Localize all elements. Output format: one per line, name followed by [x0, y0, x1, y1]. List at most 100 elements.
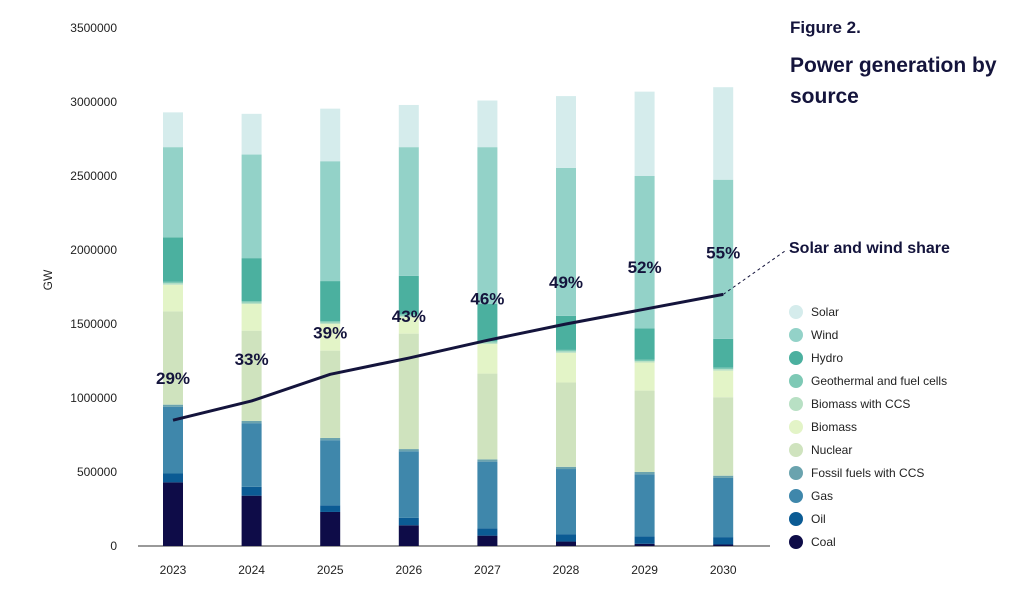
share-line-label: Solar and wind share — [789, 240, 950, 257]
legend-label: Oil — [811, 511, 826, 526]
legend-swatch — [789, 442, 803, 457]
bar-segment-gas — [163, 406, 183, 474]
bar-segment-geothermal-and-fuel-cells — [398, 314, 419, 316]
bar-segment-gas — [398, 451, 419, 518]
y-tick-label: 500000 — [77, 465, 117, 479]
share-data-label: 49% — [549, 273, 583, 292]
y-tick-label: 1000000 — [70, 391, 117, 405]
bar-segment-nuclear — [320, 350, 341, 438]
bar-segment-nuclear — [398, 333, 419, 450]
bar-segment-geothermal-and-fuel-cells — [634, 359, 655, 361]
bar-segment-geothermal-and-fuel-cells — [556, 349, 576, 352]
x-tick-label: 2025 — [317, 563, 344, 577]
legend-item: Nuclear — [789, 438, 947, 461]
bar-segment-fossil-fuels-with-ccs — [713, 475, 734, 478]
legend-swatch — [789, 350, 803, 365]
bar-segment-biomass — [163, 284, 183, 312]
bar-segment-solar — [713, 87, 734, 180]
share-line — [172, 292, 724, 422]
legend-swatch — [789, 327, 803, 342]
bar-segment-biomass — [398, 317, 419, 334]
legend-label: Solar — [811, 304, 840, 319]
bar-segment-wind — [320, 161, 341, 282]
y-tick-label: 3000000 — [70, 95, 117, 109]
bar-segment-biomass-with-ccs — [163, 283, 183, 285]
bar-segment-nuclear — [477, 373, 498, 460]
bar-segment-biomass-with-ccs — [556, 351, 576, 353]
bar-segment-oil — [556, 534, 576, 542]
bar-segment-solar — [556, 96, 576, 168]
bar-segment-solar — [163, 112, 183, 148]
figure-title: Power generation by source — [790, 54, 997, 108]
legend-swatch — [789, 511, 803, 526]
bar-segment-geothermal-and-fuel-cells — [713, 367, 734, 370]
bar-segment-nuclear — [713, 397, 734, 476]
bar-segment-coal — [713, 544, 734, 546]
legend-label: Gas — [811, 488, 834, 503]
bar-segment-wind — [241, 154, 262, 259]
legend-label: Coal — [811, 534, 836, 549]
bar-segment-oil — [713, 537, 734, 545]
bar-segment-fossil-fuels-with-ccs — [398, 449, 419, 452]
legend-item: Solar — [789, 300, 947, 323]
bar-segment-oil — [477, 528, 498, 536]
legend-swatch — [789, 419, 803, 434]
y-axis: 0 500000 1000000 1500000 2000000 2500000 30000… — [70, 21, 117, 553]
bar-segment-biomass-with-ccs — [713, 369, 734, 371]
bar-segment-oil — [398, 517, 419, 526]
share-data-label: 55% — [706, 243, 740, 262]
bar-segment-wind — [556, 167, 576, 316]
bar-segment-hydro — [477, 304, 498, 342]
bar-segment-oil — [634, 536, 655, 544]
bar-stack-2024 — [241, 113, 262, 546]
legend-swatch — [789, 534, 803, 549]
bar-segment-wind — [634, 176, 655, 329]
bar-segment-biomass — [713, 370, 734, 398]
bar-segment-biomass-with-ccs — [398, 315, 419, 318]
bar-segment-biomass-with-ccs — [634, 361, 655, 363]
bar-segment-gas — [713, 477, 734, 538]
bar-segment-nuclear — [241, 330, 262, 421]
legend-label: Wind — [811, 327, 839, 342]
x-tick-label: 2028 — [553, 563, 580, 577]
bar-segment-coal — [320, 511, 341, 546]
bar-segment-coal — [398, 525, 419, 546]
x-tick-label: 2024 — [238, 563, 265, 577]
y-axis-label: GW — [41, 269, 55, 290]
legend-item: Fossil fuels with CCS — [789, 461, 947, 484]
bar-segment-coal — [556, 541, 576, 546]
bar-segment-solar — [477, 100, 498, 148]
bar-segment-oil — [163, 473, 183, 483]
bar-segment-nuclear — [556, 382, 576, 467]
bar-segment-fossil-fuels-with-ccs — [241, 420, 262, 424]
bar-segment-gas — [241, 423, 262, 487]
share-data-label: 43% — [392, 307, 426, 326]
x-axis: 2023 2024 2025 2026 2027 2028 2029 2030 — [160, 563, 737, 577]
bar-segment-oil — [320, 505, 341, 512]
y-tick-label: 2500000 — [70, 169, 117, 183]
bar-segment-coal — [163, 482, 183, 546]
legend: Solar Wind Hydro Geothermal and fuel cells B… — [789, 300, 947, 553]
bar-segment-fossil-fuels-with-ccs — [556, 466, 576, 470]
bar-segment-biomass-with-ccs — [241, 302, 262, 305]
legend-item: Biomass — [789, 415, 947, 438]
bar-stack-2026 — [398, 104, 419, 546]
legend-label: Biomass — [811, 419, 858, 434]
bar-segment-gas — [320, 440, 341, 506]
legend-label: Geothermal and fuel cells — [811, 373, 948, 388]
bar-segment-hydro — [398, 275, 419, 315]
bar-segment-fossil-fuels-with-ccs — [477, 459, 498, 462]
bar-segment-wind — [163, 147, 183, 238]
bar-segment-geothermal-and-fuel-cells — [241, 301, 262, 303]
share-data-label: 46% — [470, 289, 504, 308]
bar-segment-biomass — [556, 352, 576, 383]
bar-segment-biomass-with-ccs — [320, 322, 341, 324]
share-line-leader — [722, 250, 786, 295]
bar-segment-oil — [241, 486, 262, 496]
x-tick-label: 2030 — [710, 563, 737, 577]
bar-segment-biomass — [477, 343, 498, 374]
share-data-label: 29% — [156, 369, 190, 388]
bar-segment-hydro — [556, 315, 576, 350]
bar-segment-solar — [241, 113, 262, 155]
share-data-label: 52% — [628, 258, 662, 277]
